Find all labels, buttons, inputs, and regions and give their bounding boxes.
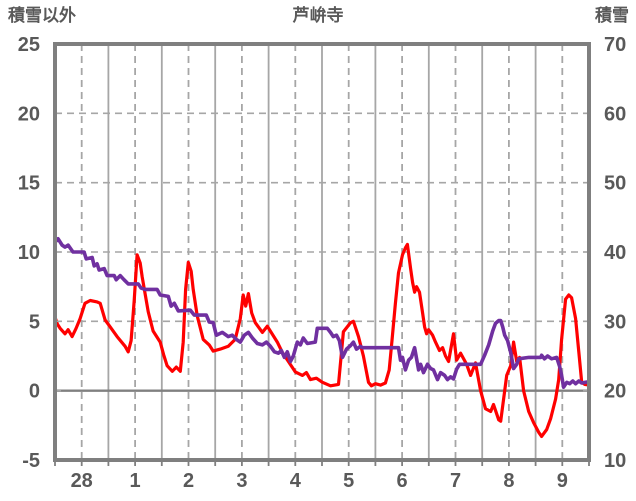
y-axis-tick-label-left: -5: [22, 450, 40, 472]
y-axis-tick-label-left: 0: [29, 381, 40, 403]
right-axis-title: 積雪: [595, 5, 629, 25]
y-axis-tick-label-right: 70: [604, 34, 626, 56]
y-axis-tick-label-right: 20: [604, 381, 626, 403]
x-axis-tick-label: 9: [557, 470, 568, 492]
x-axis-tick-label: 7: [450, 470, 461, 492]
y-axis-tick-label-right: 40: [604, 242, 626, 264]
x-axis-tick-label: 5: [343, 470, 354, 492]
y-axis-tick-label-right: 10: [604, 450, 626, 472]
left-axis-title: 積雪以外: [8, 5, 76, 25]
y-axis-tick-label-right: 60: [604, 103, 626, 125]
y-axis-tick-label-right: 30: [604, 311, 626, 333]
chart-title: 芦峅寺: [293, 5, 344, 25]
x-axis-tick-label: 1: [130, 470, 141, 492]
y-axis-tick-label-left: 5: [29, 311, 40, 333]
x-axis-tick-label: 8: [503, 470, 514, 492]
y-axis-tick-label-left: 25: [18, 34, 40, 56]
x-axis-tick-label: 28: [71, 470, 93, 492]
x-axis-tick-label: 3: [236, 470, 247, 492]
x-axis-tick-label: 4: [290, 470, 302, 492]
x-axis-tick-label: 6: [397, 470, 408, 492]
x-axis-tick-label: 2: [183, 470, 194, 492]
y-axis-tick-label-left: 15: [18, 173, 40, 195]
y-axis-tick-label-left: 10: [18, 242, 40, 264]
series-line-sekisetsu: [53, 237, 591, 390]
y-axis-tick-label-right: 50: [604, 173, 626, 195]
y-axis-tick-label-left: 20: [18, 103, 40, 125]
plot-frame: [53, 42, 591, 462]
